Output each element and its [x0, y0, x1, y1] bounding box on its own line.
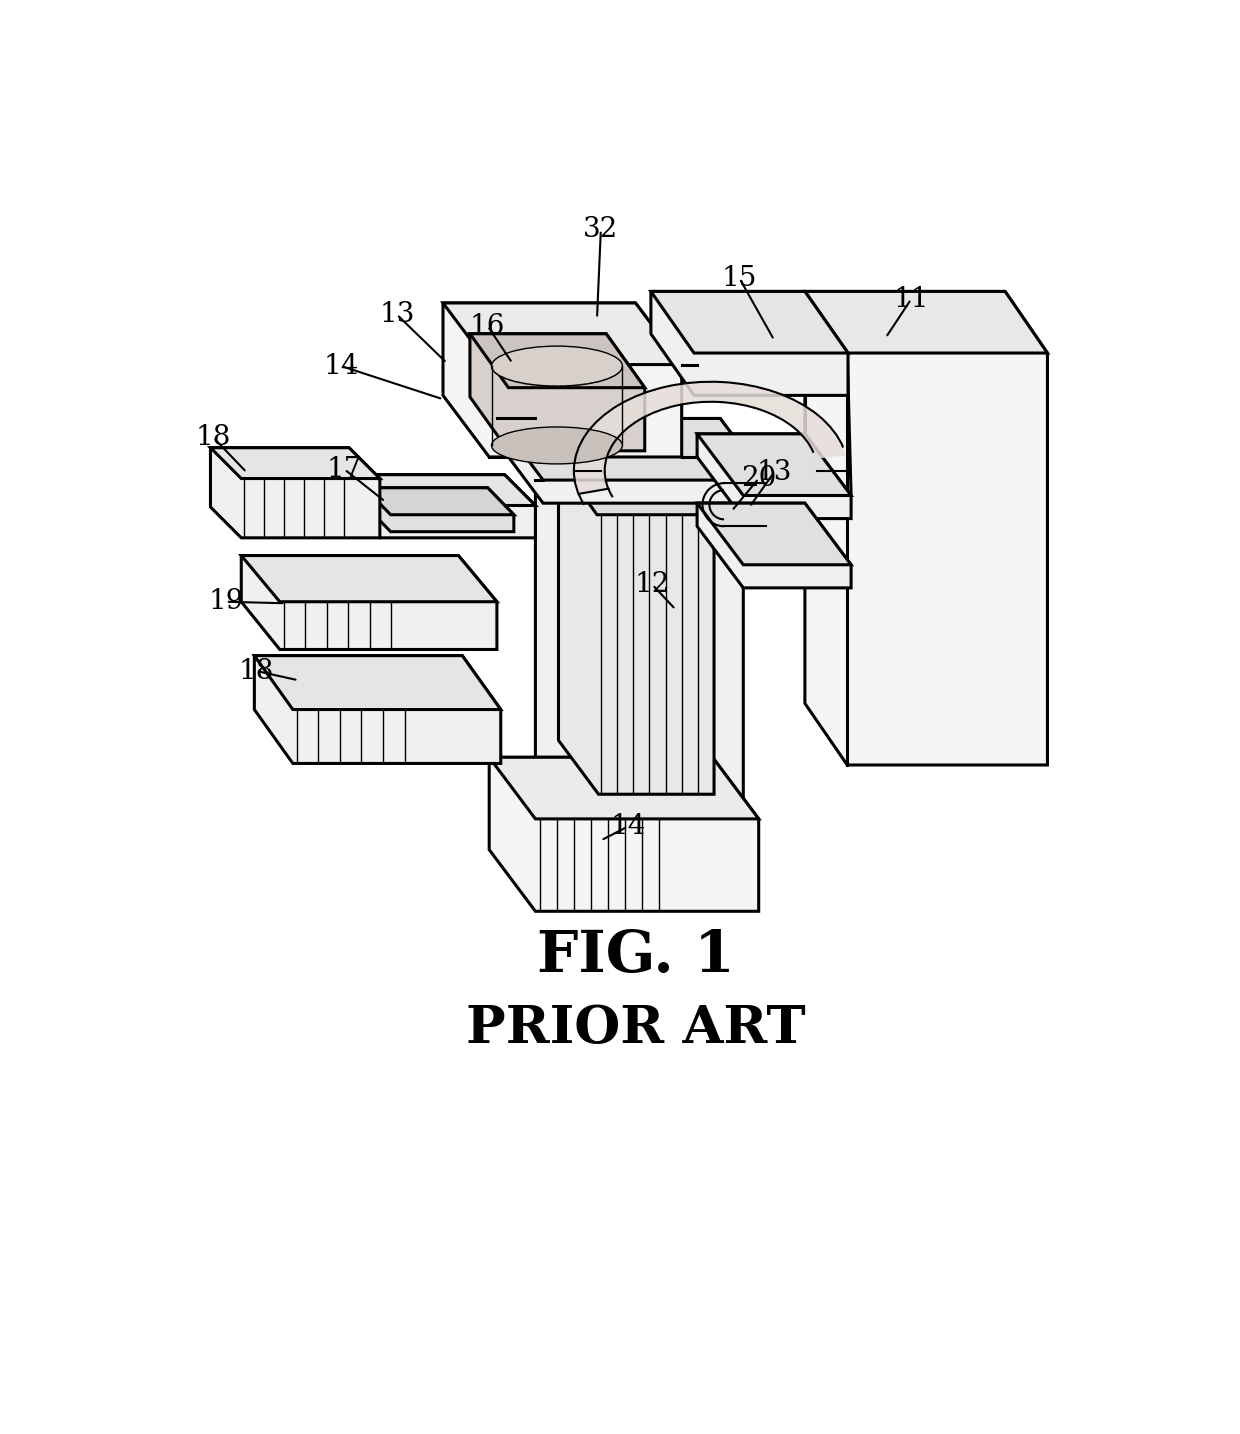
Text: 12: 12 [635, 571, 670, 598]
Text: 15: 15 [722, 265, 758, 293]
Polygon shape [470, 334, 645, 387]
Polygon shape [242, 555, 497, 650]
Polygon shape [558, 460, 714, 515]
Text: 20: 20 [742, 465, 776, 492]
Polygon shape [254, 655, 501, 763]
Polygon shape [350, 475, 536, 506]
Polygon shape [211, 447, 379, 479]
Polygon shape [242, 555, 497, 602]
Polygon shape [805, 291, 1048, 764]
Polygon shape [490, 757, 759, 911]
Polygon shape [350, 475, 536, 538]
Polygon shape [211, 447, 379, 538]
Text: 14: 14 [324, 353, 360, 380]
Ellipse shape [491, 427, 622, 465]
Text: 13: 13 [756, 459, 792, 486]
Text: 13: 13 [379, 301, 414, 328]
Polygon shape [536, 435, 743, 819]
Polygon shape [443, 303, 682, 457]
Text: 18: 18 [196, 424, 231, 452]
Polygon shape [805, 291, 1048, 353]
Text: 11: 11 [893, 285, 929, 313]
Polygon shape [254, 655, 501, 710]
Text: 16: 16 [470, 313, 506, 340]
Polygon shape [697, 503, 851, 565]
Text: 32: 32 [583, 217, 619, 244]
Text: 17: 17 [326, 456, 362, 483]
Polygon shape [536, 435, 743, 496]
Polygon shape [697, 503, 851, 588]
Text: 19: 19 [208, 588, 243, 615]
Polygon shape [697, 435, 851, 496]
Polygon shape [365, 488, 513, 532]
Polygon shape [558, 460, 714, 794]
Text: PRIOR ART: PRIOR ART [466, 1002, 805, 1054]
Text: 14: 14 [610, 813, 646, 840]
Text: 18: 18 [239, 658, 274, 684]
Ellipse shape [491, 346, 622, 386]
Polygon shape [651, 291, 848, 396]
Polygon shape [470, 334, 645, 450]
Polygon shape [365, 488, 513, 515]
Polygon shape [574, 381, 846, 493]
Polygon shape [497, 419, 766, 480]
Text: FIG. 1: FIG. 1 [537, 928, 734, 984]
Polygon shape [697, 435, 851, 519]
Polygon shape [651, 291, 848, 353]
Polygon shape [490, 757, 759, 819]
Polygon shape [443, 303, 682, 364]
Polygon shape [497, 419, 766, 503]
